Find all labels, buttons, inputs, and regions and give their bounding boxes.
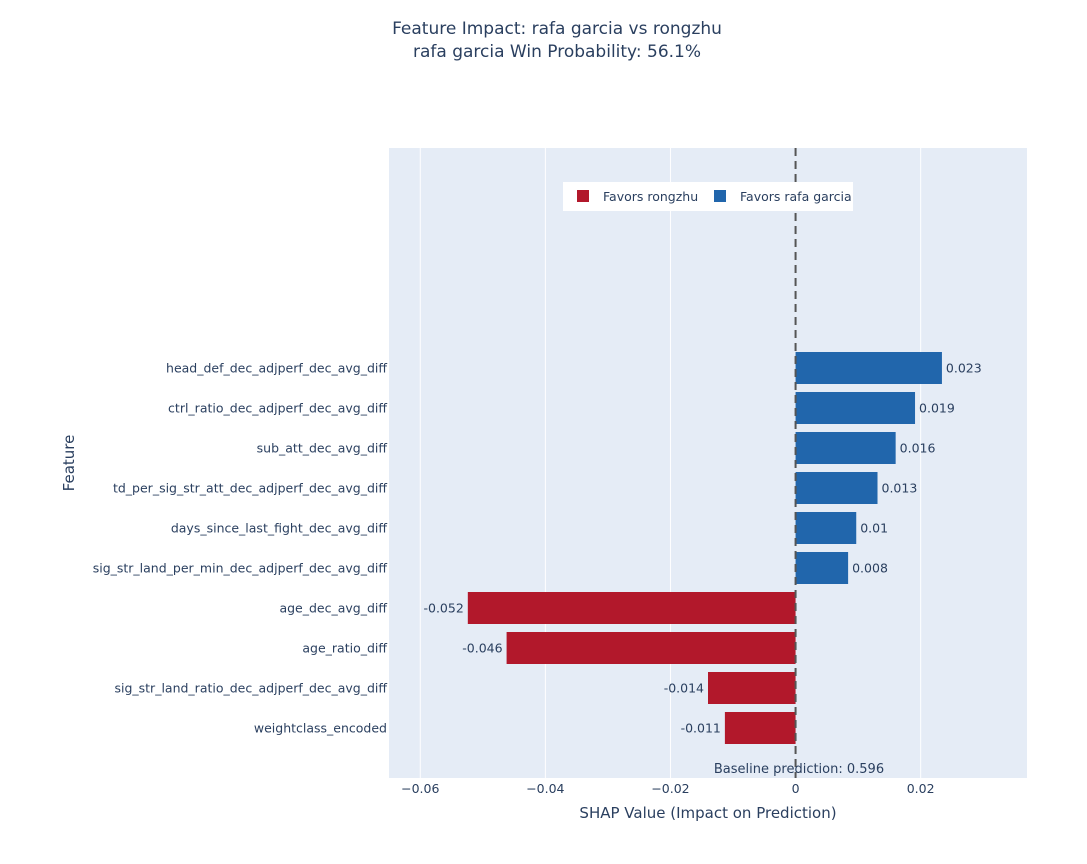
y-tick-label: weightclass_encoded (254, 721, 387, 736)
x-tick-label: −0.02 (651, 781, 689, 796)
bar (795, 392, 916, 424)
y-tick-label: ctrl_ratio_dec_adjperf_dec_avg_diff (168, 401, 387, 416)
bar-value-label: 0.019 (919, 401, 955, 416)
bar (795, 352, 942, 384)
bar (506, 632, 796, 664)
legend-swatch-rafa-garcia (714, 190, 726, 202)
legend-swatch-rongzhu (577, 190, 589, 202)
y-tick-label: td_per_sig_str_att_dec_adjperf_dec_avg_d… (113, 481, 387, 496)
x-axis-title: SHAP Value (Impact on Prediction) (579, 804, 836, 822)
bars (467, 352, 942, 744)
bar-value-label: -0.052 (424, 601, 464, 616)
x-tick-labels: −0.06 −0.04 −0.02 0 0.02 (401, 781, 934, 796)
grid-lines (419, 148, 922, 778)
legend-label-rongzhu: Favors rongzhu (603, 189, 698, 204)
y-tick-label: head_def_dec_adjperf_dec_avg_diff (166, 361, 387, 376)
bar-value-label: 0.01 (860, 521, 888, 536)
y-tick-label: days_since_last_fight_dec_avg_diff (171, 521, 388, 536)
bar-value-label: 0.016 (900, 441, 936, 456)
bar-value-label: -0.014 (664, 681, 704, 696)
bar (724, 712, 796, 744)
x-tick-label: −0.06 (401, 781, 439, 796)
y-axis-title: Feature (60, 435, 78, 492)
value-labels: 0.023 0.019 0.016 0.013 0.01 0.008 -0.052 -0.04… (424, 361, 982, 736)
legend-label-rafa-garcia: Favors rafa garcia (740, 189, 852, 204)
bar-value-label: -0.011 (681, 721, 721, 736)
legend: Favors rongzhu Favors rafa garcia (563, 182, 853, 211)
bar (708, 672, 796, 704)
chart-title: Feature Impact: rafa garcia vs rongzhu (392, 19, 722, 39)
x-tick-label: 0.02 (907, 781, 935, 796)
baseline-annotation: Baseline prediction: 0.596 (714, 762, 884, 777)
y-tick-label: sig_str_land_ratio_dec_adjperf_dec_avg_d… (114, 681, 387, 696)
y-tick-labels: head_def_dec_adjperf_dec_avg_diff ctrl_ra… (93, 361, 388, 736)
y-tick-label: sig_str_land_per_min_dec_adjperf_dec_avg… (93, 561, 388, 576)
y-tick-label: age_ratio_diff (302, 641, 387, 656)
chart-subtitle: rafa garcia Win Probability: 56.1% (413, 42, 701, 62)
bar (795, 432, 896, 464)
legend-box (563, 182, 853, 211)
bar-value-label: 0.023 (946, 361, 982, 376)
bar-value-label: -0.046 (462, 641, 502, 656)
bar-value-label: 0.013 (882, 481, 918, 496)
bar (467, 592, 796, 624)
bar-value-label: 0.008 (852, 561, 888, 576)
bar (795, 472, 878, 504)
y-tick-label: sub_att_dec_avg_diff (257, 441, 388, 456)
x-tick-label: −0.04 (526, 781, 564, 796)
bar (795, 552, 849, 584)
x-tick-label: 0 (792, 781, 800, 796)
bar (795, 512, 857, 544)
y-tick-label: age_dec_avg_diff (279, 601, 387, 616)
